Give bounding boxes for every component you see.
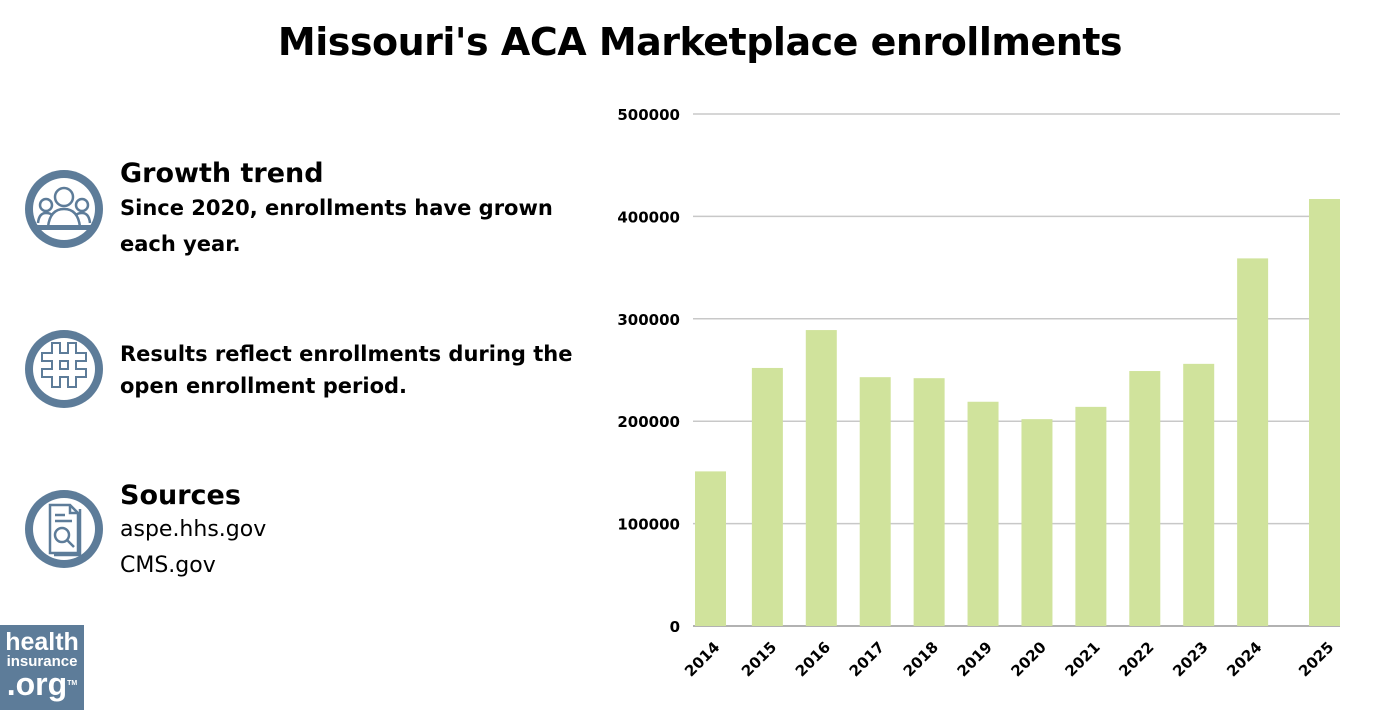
x-tick-label: 2014	[681, 638, 723, 680]
bar-2021	[1075, 406, 1107, 626]
source-link[interactable]: aspe.hhs.gov	[120, 517, 267, 542]
x-tick-label: 2018	[900, 638, 942, 680]
bar-2018	[913, 378, 945, 626]
x-tick-label: 2015	[738, 638, 780, 680]
y-tick-label: 200000	[617, 413, 680, 431]
x-tick-label: 2021	[1061, 638, 1103, 680]
bar-2016	[805, 330, 837, 626]
note-text-1: Results reflect enrollments during the	[120, 342, 573, 366]
growth-trend-block: Growth trend Since 2020, enrollments hav…	[120, 158, 553, 262]
bar-2020	[1021, 419, 1053, 626]
bar-2025	[1309, 198, 1340, 626]
sources-heading: Sources	[120, 480, 241, 511]
x-tick-label: 2024	[1223, 638, 1265, 680]
x-tick-label: 2016	[792, 638, 834, 680]
x-tick-label: 2023	[1169, 638, 1211, 680]
y-tick-label: 300000	[617, 311, 680, 329]
sources-block: Sources aspe.hhs.gov CMS.gov	[120, 480, 266, 584]
bar-2019	[967, 401, 999, 626]
y-tick-label: 0	[670, 618, 680, 636]
growth-heading: Growth trend	[120, 158, 324, 189]
growth-text-1: Since 2020, enrollments have grown	[120, 196, 553, 220]
bar-2023	[1183, 363, 1215, 626]
hashtag-icon	[25, 330, 103, 408]
y-tick-label: 400000	[617, 208, 680, 226]
x-tick-label: 2019	[954, 638, 996, 680]
y-tick-label: 100000	[617, 516, 680, 534]
x-tick-label: 2020	[1008, 638, 1050, 680]
y-tick-label: 500000	[617, 106, 680, 124]
x-tick-label: 2022	[1115, 638, 1157, 680]
growth-text-2: each year.	[120, 232, 241, 256]
x-tick-label: 2017	[846, 638, 888, 680]
note-block: Results reflect enrollments during the o…	[120, 338, 572, 402]
people-group-icon	[25, 170, 103, 248]
page-title: Missouri's ACA Marketplace enrollments	[277, 20, 1123, 64]
bar-2014	[695, 471, 726, 626]
note-text-2: open enrollment period.	[120, 374, 408, 398]
source-link[interactable]: CMS.gov	[120, 553, 216, 578]
bar-2015	[751, 367, 783, 626]
healthinsurance-org-logo: health insurance .orgTM	[0, 625, 84, 710]
bar-2022	[1129, 371, 1161, 626]
bar-2017	[859, 377, 891, 626]
bar-2024	[1237, 258, 1269, 626]
x-tick-label: 2025	[1295, 638, 1337, 680]
document-search-icon	[25, 490, 103, 568]
